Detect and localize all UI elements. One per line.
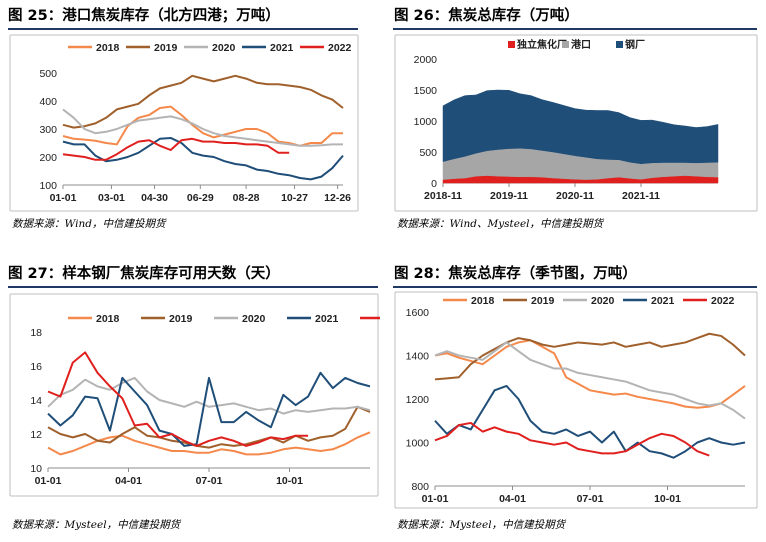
line-series-2022 xyxy=(62,137,290,161)
line-series-2020 xyxy=(62,108,343,147)
legend-label: 独立焦化厂 xyxy=(517,38,567,51)
y-tick-label: 0 xyxy=(431,178,437,190)
x-tick-label: 04-01 xyxy=(499,493,526,505)
line-series-2022 xyxy=(434,421,710,457)
chart-frame xyxy=(394,291,758,509)
chart-source: 数据来源：Wind，中信建投期货 xyxy=(12,218,166,230)
y-tick-label: 1000 xyxy=(414,116,438,128)
legend-label: 2019 xyxy=(169,313,193,325)
legend-swatch xyxy=(562,41,569,48)
x-tick-label: 07-01 xyxy=(196,475,223,487)
line-series-2021 xyxy=(47,371,371,447)
y-tick-label: 500 xyxy=(39,68,57,80)
line-series-2021 xyxy=(62,136,344,181)
y-tick-label: 1000 xyxy=(406,438,430,450)
legend-label: 2021 xyxy=(270,42,294,54)
legend-label: 2022 xyxy=(328,42,352,54)
legend-label: 港口 xyxy=(571,38,591,51)
x-tick-label: 2018-11 xyxy=(424,190,462,202)
legend-label: 2020 xyxy=(591,295,615,307)
x-tick-label: 12-26 xyxy=(324,192,351,204)
chart-frame xyxy=(9,293,379,497)
x-tick-label: 07-01 xyxy=(577,493,604,505)
y-tick-label: 300 xyxy=(39,124,57,136)
y-tick-label: 18 xyxy=(30,327,42,339)
title-rule xyxy=(393,28,757,30)
line-series-2018 xyxy=(47,431,371,456)
legend-label: 2020 xyxy=(212,42,236,54)
legend-label: 2018 xyxy=(471,295,495,307)
y-tick-label: 1200 xyxy=(406,394,430,406)
chart-source: 数据来源：Mysteel，中信建投期货 xyxy=(12,519,181,531)
line-series-2019 xyxy=(47,405,371,449)
y-tick-label: 400 xyxy=(39,96,57,108)
legend-label: 2022 xyxy=(711,295,735,307)
x-tick-label: 10-27 xyxy=(281,192,308,204)
line-series-2018 xyxy=(434,339,746,409)
chart-title: 图 28：焦炭总库存（季节图，万吨） xyxy=(394,266,637,282)
x-tick-label: 03-01 xyxy=(98,192,125,204)
legend-label: 2021 xyxy=(315,313,339,325)
y-tick-label: 2000 xyxy=(414,54,438,66)
y-tick-label: 200 xyxy=(39,152,57,164)
y-tick-label: 1600 xyxy=(406,307,430,319)
chart-title: 图 26：焦炭总库存（万吨） xyxy=(394,8,579,24)
line-series-2020 xyxy=(47,376,371,415)
x-tick-label: 01-01 xyxy=(50,192,77,204)
title-rule xyxy=(8,286,378,288)
chart-plot-27: 10 12 14 16 18 01-01 04-01 07-01 10-01 2018 2019 20… xyxy=(9,293,380,497)
chart-title: 图 27：样本钢厂焦炭库存可用天数（天） xyxy=(8,266,280,282)
x-tick-label: 08-28 xyxy=(233,192,260,204)
line-series-2020 xyxy=(434,341,746,420)
line-series-2022 xyxy=(47,351,309,447)
legend-label: 2018 xyxy=(96,42,120,54)
legend-swatch xyxy=(616,41,623,48)
x-tick-label: 01-01 xyxy=(422,493,449,505)
y-tick-label: 500 xyxy=(419,147,437,159)
chart-frame xyxy=(9,34,359,212)
legend-label: 2020 xyxy=(242,313,266,325)
legend-label: 2021 xyxy=(651,295,675,307)
line-series-2019 xyxy=(434,332,746,381)
x-tick-label: 10-01 xyxy=(654,493,681,505)
title-rule xyxy=(393,286,757,288)
chart-plot-28: 800 1000 1200 1400 1600 01-01 04-01 07-01 10-01 2… xyxy=(394,291,758,509)
legend-label: 2018 xyxy=(96,313,120,325)
x-tick-label: 01-01 xyxy=(35,475,62,487)
chart-title: 图 25：港口焦炭库存（北方四港；万吨） xyxy=(8,8,280,24)
x-tick-label: 10-01 xyxy=(276,475,303,487)
y-tick-label: 14 xyxy=(30,395,42,407)
y-tick-label: 1500 xyxy=(414,85,438,97)
chart-plot-25: 100 200 300 400 500 01-01 03-01 04-30 06-29 08-28… xyxy=(9,34,359,212)
x-tick-label: 04-01 xyxy=(115,475,142,487)
x-tick-label: 2019-11 xyxy=(490,190,528,202)
x-tick-label: 04-30 xyxy=(141,192,168,204)
area-series-2 xyxy=(442,89,719,165)
y-tick-label: 12 xyxy=(30,429,42,441)
y-tick-label: 100 xyxy=(39,180,57,192)
y-tick-label: 16 xyxy=(30,361,42,373)
line-series-2019 xyxy=(62,74,344,129)
legend-label: 钢厂 xyxy=(625,38,645,51)
chart-source: 数据来源：Wind、Mysteel，中信建投期货 xyxy=(397,218,604,230)
x-tick-label: 2020-11 xyxy=(556,190,594,202)
y-tick-label: 800 xyxy=(411,481,429,493)
chart-plot-26: 0 500 1000 1500 2000 2018-11 2019-11 2020-11 202… xyxy=(394,34,758,212)
legend-swatch xyxy=(508,41,515,48)
legend-label: 2019 xyxy=(531,295,555,307)
title-rule xyxy=(8,28,358,30)
y-tick-label: 10 xyxy=(30,463,42,475)
x-tick-label: 2021-11 xyxy=(622,190,660,202)
line-series-2021 xyxy=(434,384,746,459)
chart-source: 数据来源：Mysteel，中信建投期货 xyxy=(397,519,566,531)
x-tick-label: 06-29 xyxy=(187,192,214,204)
y-tick-label: 1400 xyxy=(406,351,430,363)
legend-label: 2019 xyxy=(154,42,178,54)
